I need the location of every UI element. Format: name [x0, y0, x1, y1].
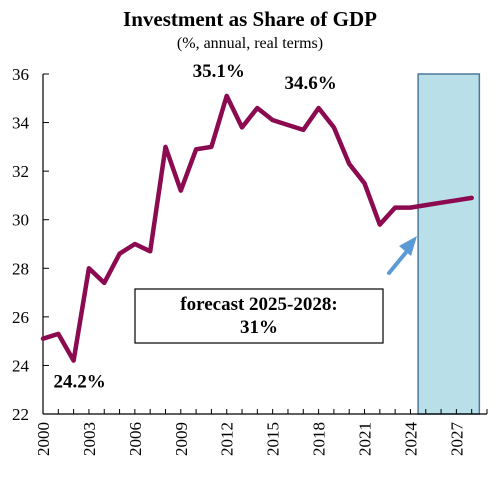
annotation-label: 34.6% [284, 73, 336, 94]
y-tick-label: 32 [12, 162, 29, 181]
y-tick-label: 30 [12, 211, 29, 230]
forecast-callout: forecast 2025-2028: 31% [134, 288, 384, 344]
callout-box [134, 288, 384, 344]
x-axis-ticks: 2000 2003 2006 2009 2012 2015 2018 2021 2024 2027 [34, 409, 488, 457]
annotations: 35.1% 34.6% 24.2% [53, 61, 336, 393]
annotation-label: 35.1% [193, 61, 245, 82]
y-tick-label: 26 [12, 308, 29, 327]
arrow-icon [387, 236, 417, 275]
series-group [40, 93, 474, 363]
chart-title: Investment as Share of GDP [123, 7, 377, 31]
y-tick-label: 36 [12, 65, 29, 84]
x-tick-label: 2015 [264, 422, 283, 456]
y-tick-label: 34 [12, 114, 30, 133]
chart-subtitle: (%, annual, real terms) [177, 35, 323, 52]
y-tick-label: 24 [12, 356, 30, 375]
forecast-region [417, 73, 481, 415]
annotation-label: 24.2% [53, 372, 105, 393]
x-tick-label: 2000 [34, 422, 53, 456]
x-tick-label: 2018 [310, 422, 329, 456]
axes [42, 74, 487, 415]
y-tick-label: 28 [12, 259, 29, 278]
callout-line-2: 31% [240, 317, 278, 338]
x-tick-label: 2009 [172, 422, 191, 456]
x-tick-label: 2024 [401, 422, 420, 457]
y-axis-ticks: 22 24 26 28 30 32 34 36 [12, 65, 49, 424]
y-tick-label: 22 [12, 405, 29, 424]
x-tick-label: 2027 [447, 422, 466, 457]
x-tick-label: 2021 [356, 422, 375, 456]
callout-line-1: forecast 2025-2028: [180, 294, 337, 315]
x-tick-label: 2003 [80, 422, 99, 456]
x-tick-label: 2006 [126, 422, 145, 456]
series-line [40, 93, 474, 363]
x-tick-label: 2012 [218, 422, 237, 456]
